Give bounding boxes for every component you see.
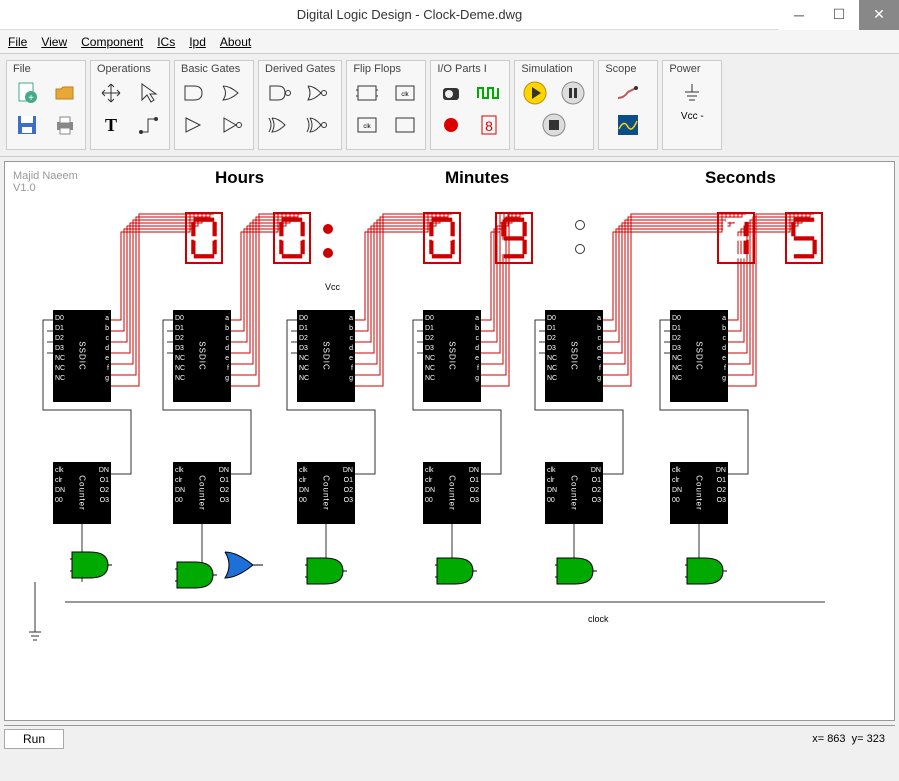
minimize-button[interactable]: ─: [779, 0, 819, 30]
flipflop-3-icon[interactable]: clk: [353, 111, 381, 139]
svg-text:8: 8: [485, 118, 493, 134]
ssdic-chip: D0aD1bD2cD3dNCeNCfNCgSSDIC: [173, 310, 231, 402]
counter-chip: clkDNclrO1DNO200O3Counter: [173, 462, 231, 524]
new-file-icon[interactable]: +: [13, 79, 41, 107]
switch-icon[interactable]: [437, 79, 465, 107]
flipflop-1-icon[interactable]: [353, 79, 381, 107]
svg-text:clk: clk: [364, 124, 372, 130]
flipflop-2-icon[interactable]: clk: [391, 79, 419, 107]
menu-ics[interactable]: ICs: [157, 35, 175, 49]
xnor-gate-icon[interactable]: [305, 111, 333, 139]
menu-view[interactable]: View: [41, 35, 67, 49]
menu-bar: File View Component ICs Ipd About: [0, 30, 899, 54]
menu-ipd[interactable]: Ipd: [189, 35, 206, 49]
led-icon[interactable]: [437, 111, 465, 139]
menu-component[interactable]: Component: [81, 35, 143, 49]
ssdic-chip: D0aD1bD2cD3dNCeNCfNCgSSDIC: [423, 310, 481, 402]
and-gate: [685, 556, 727, 591]
separator-dot: [575, 220, 585, 230]
pause-icon[interactable]: [559, 79, 587, 107]
toolgroup-operations: Operations T: [90, 60, 170, 150]
counter-chip: clkDNclrO1DNO200O3Counter: [297, 462, 355, 524]
ground-icon[interactable]: [678, 79, 706, 107]
and-gate: [305, 556, 347, 591]
play-icon[interactable]: [521, 79, 549, 107]
print-icon[interactable]: [51, 111, 79, 139]
toolgroup-ioparts: I/O Parts I 8: [430, 60, 510, 150]
seven-segment-display: [495, 212, 533, 264]
svg-text:+: +: [28, 93, 34, 104]
or-gate: [223, 550, 269, 585]
xor-gate-icon[interactable]: [267, 111, 295, 139]
seven-seg-icon[interactable]: 8: [475, 111, 503, 139]
status-bar: Run x= 863 y= 323: [4, 725, 895, 751]
and-gate: [555, 556, 597, 591]
seven-segment-display: [717, 212, 755, 264]
seven-segment-display: [185, 212, 223, 264]
counter-chip: clkDNclrO1DNO200O3Counter: [670, 462, 728, 524]
flipflop-4-icon[interactable]: [391, 111, 419, 139]
toolgroup-simulation: Simulation: [514, 60, 594, 150]
nor-gate-icon[interactable]: [305, 79, 333, 107]
not-gate-icon[interactable]: [219, 111, 247, 139]
stop-icon[interactable]: [540, 111, 568, 139]
maximize-button[interactable]: ☐: [819, 0, 859, 30]
window-title: Digital Logic Design - Clock-Deme.dwg: [40, 7, 779, 22]
ssdic-chip: D0aD1bD2cD3dNCeNCfNCgSSDIC: [53, 310, 111, 402]
ssdic-chip: D0aD1bD2cD3dNCeNCfNCgSSDIC: [297, 310, 355, 402]
run-button[interactable]: Run: [4, 729, 64, 749]
text-icon[interactable]: T: [97, 111, 125, 139]
or-gate-icon[interactable]: [219, 79, 247, 107]
wire-icon[interactable]: [135, 111, 163, 139]
separator-dot: [323, 224, 333, 234]
status-coords: x= 863 y= 323: [802, 733, 895, 745]
tool-strip: File + Operations T Basic Gates: [0, 54, 899, 157]
toolgroup-flipflops: Flip Flops clk clk: [346, 60, 426, 150]
separator-dot: [575, 244, 585, 254]
select-icon[interactable]: [135, 79, 163, 107]
canvas-area[interactable]: Majid NaeemV1.0 Hours Minutes Seconds Vc…: [4, 161, 895, 721]
toolgroup-basic-gates: Basic Gates: [174, 60, 254, 150]
title-bar: Digital Logic Design - Clock-Deme.dwg ─ …: [0, 0, 899, 30]
counter-chip: clkDNclrO1DNO200O3Counter: [545, 462, 603, 524]
seven-segment-display: [423, 212, 461, 264]
toolgroup-file: File +: [6, 60, 86, 150]
counter-chip: clkDNclrO1DNO200O3Counter: [423, 462, 481, 524]
vcc-label[interactable]: Vcc -: [681, 111, 704, 122]
and-gate: [70, 550, 112, 585]
buffer-gate-icon[interactable]: [181, 111, 209, 139]
and-gate-icon[interactable]: [181, 79, 209, 107]
svg-text:clk: clk: [402, 92, 410, 98]
toolgroup-power: Power Vcc -: [662, 60, 722, 150]
clock-signal-icon[interactable]: [475, 79, 503, 107]
close-button[interactable]: ✕: [859, 0, 899, 30]
menu-file[interactable]: File: [8, 35, 27, 49]
save-file-icon[interactable]: [13, 111, 41, 139]
and-gate: [175, 560, 217, 595]
toolgroup-scope: Scope: [598, 60, 658, 150]
separator-dot: [323, 248, 333, 258]
ssdic-chip: D0aD1bD2cD3dNCeNCfNCgSSDIC: [670, 310, 728, 402]
counter-chip: clkDNclrO1DNO200O3Counter: [53, 462, 111, 524]
move-icon[interactable]: [97, 79, 125, 107]
ssdic-chip: D0aD1bD2cD3dNCeNCfNCgSSDIC: [545, 310, 603, 402]
open-file-icon[interactable]: [51, 79, 79, 107]
seven-segment-display: [785, 212, 823, 264]
nand-gate-icon[interactable]: [267, 79, 295, 107]
scope-icon[interactable]: [614, 111, 642, 139]
toolgroup-derived-gates: Derived Gates: [258, 60, 342, 150]
and-gate: [435, 556, 477, 591]
seven-segment-display: [273, 212, 311, 264]
probe-icon[interactable]: [614, 79, 642, 107]
menu-about[interactable]: About: [220, 35, 251, 49]
